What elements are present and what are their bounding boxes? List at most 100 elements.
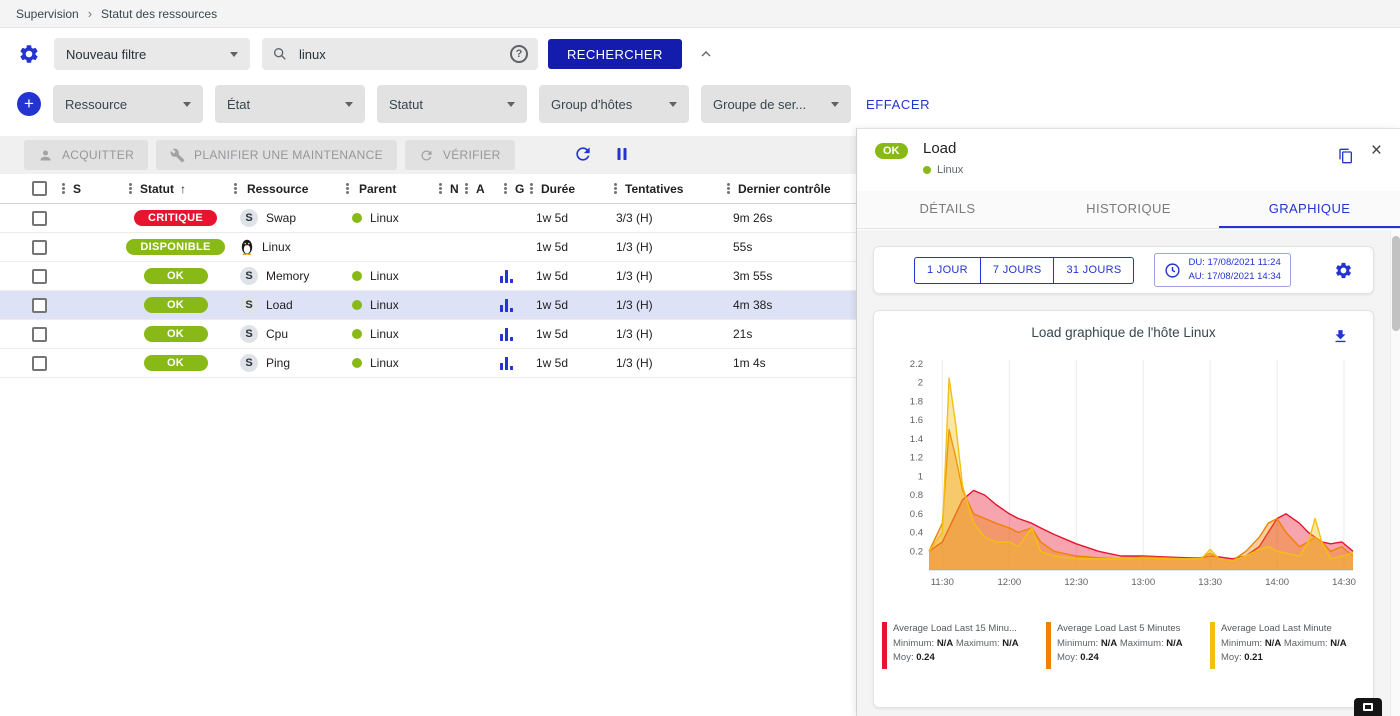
search-box[interactable]: ? xyxy=(262,38,538,70)
fullscreen-icon xyxy=(1363,703,1373,711)
clear-filters-button[interactable]: EFFACER xyxy=(866,97,930,112)
criteria-dropdown-4[interactable]: Groupe de ser... xyxy=(701,85,851,123)
scrollbar-thumb[interactable] xyxy=(1392,236,1400,331)
table-row[interactable]: OKSLoadLinux1w 5d1/3 (H)4m 38s xyxy=(0,291,856,320)
copy-link-button[interactable] xyxy=(1334,144,1358,168)
linux-host-icon xyxy=(240,239,254,255)
column-header-dernier[interactable]: Dernier contrôle xyxy=(721,174,856,203)
breadcrumb-supervision[interactable]: Supervision xyxy=(16,7,79,21)
kebab-icon[interactable] xyxy=(504,187,507,190)
detail-more-button[interactable] xyxy=(1300,147,1316,163)
column-header-ressource[interactable]: Ressource xyxy=(228,174,340,203)
kebab-icon[interactable] xyxy=(530,187,533,190)
legend-item-2[interactable]: Average Load Last MinuteMinimum: N/A Max… xyxy=(1210,622,1369,669)
svg-text:0.6: 0.6 xyxy=(909,509,922,520)
more-actions-button[interactable] xyxy=(535,147,551,163)
criteria-dropdown-2[interactable]: Statut xyxy=(377,85,527,123)
refresh-button[interactable] xyxy=(569,140,597,171)
table-row[interactable]: CRITIQUESSwapLinux1w 5d3/3 (H)9m 26s xyxy=(0,204,856,233)
graph-settings-gear-icon[interactable] xyxy=(1330,257,1357,284)
kebab-icon[interactable] xyxy=(234,187,237,190)
column-header-g[interactable]: G xyxy=(498,174,524,203)
saved-filter-select[interactable]: Nouveau filtre xyxy=(54,38,250,70)
legend-max-label: Maximum: xyxy=(953,638,1002,649)
date-range-picker[interactable]: DU: 17/08/2021 11:24 AU: 17/08/2021 14:3… xyxy=(1154,253,1290,287)
load-chart[interactable]: 11:3012:0012:3013:0013:3014:0014:300.20.… xyxy=(883,350,1365,618)
column-header-a[interactable]: A xyxy=(459,174,498,203)
status-cell: OK xyxy=(123,320,228,348)
pause-autorefresh-button[interactable] xyxy=(609,141,635,170)
kebab-icon[interactable] xyxy=(614,187,617,190)
kebab-icon[interactable] xyxy=(727,187,730,190)
time-range-button-2[interactable]: 31 JOURS xyxy=(1054,257,1134,284)
kebab-icon[interactable] xyxy=(346,187,349,190)
download-icon[interactable] xyxy=(1328,324,1353,349)
kebab-icon[interactable] xyxy=(439,187,442,190)
kebab-icon[interactable] xyxy=(62,187,65,190)
detail-tab-0[interactable]: DÉTAILS xyxy=(857,191,1038,228)
svg-text:14:00: 14:00 xyxy=(1265,577,1289,588)
table-body: CRITIQUESSwapLinux1w 5d3/3 (H)9m 26sDISP… xyxy=(0,204,856,378)
detail-panel: OK Load Linux × DÉTAILSHISTORIQUEGRAPHIQ… xyxy=(857,128,1400,716)
close-panel-button[interactable]: × xyxy=(1365,139,1388,163)
maintenance-button[interactable]: PLANIFIER UNE MAINTENANCE xyxy=(156,140,397,170)
time-range-button-1[interactable]: 7 JOURS xyxy=(981,257,1055,284)
table-row[interactable]: OKSCpuLinux1w 5d1/3 (H)21s xyxy=(0,320,856,349)
search-button[interactable]: RECHERCHER xyxy=(548,39,682,69)
svg-text:0.4: 0.4 xyxy=(909,528,922,539)
status-badge: OK xyxy=(144,297,208,313)
add-criteria-button[interactable]: + xyxy=(17,92,41,116)
row-checkbox[interactable] xyxy=(32,356,47,371)
detail-tabs: DÉTAILSHISTORIQUEGRAPHIQUE xyxy=(857,191,1400,229)
caret-down-icon xyxy=(669,102,677,107)
severity-cell xyxy=(56,291,123,319)
table-row[interactable]: OKSPingLinux1w 5d1/3 (H)1m 4s xyxy=(0,349,856,378)
svg-text:1: 1 xyxy=(917,471,922,482)
status-badge: OK xyxy=(144,355,208,371)
column-header-tent[interactable]: Tentatives xyxy=(608,174,721,203)
collapse-filters-chevron-icon[interactable] xyxy=(696,44,716,64)
search-input[interactable] xyxy=(297,46,501,63)
acknowledge-button[interactable]: ACQUITTER xyxy=(24,140,148,170)
detail-tab-2[interactable]: GRAPHIQUE xyxy=(1219,191,1400,228)
column-header-n[interactable]: N xyxy=(433,174,459,203)
table-row[interactable]: OKSMemoryLinux1w 5d1/3 (H)3m 55s xyxy=(0,262,856,291)
ack-cell xyxy=(459,204,498,232)
graph-icon[interactable] xyxy=(500,357,513,370)
help-icon[interactable]: ? xyxy=(510,45,528,63)
column-header-s[interactable]: S xyxy=(56,174,123,203)
graph-icon[interactable] xyxy=(500,328,513,341)
row-checkbox[interactable] xyxy=(32,327,47,342)
resource-cell: SPing xyxy=(228,349,340,377)
column-header-duree[interactable]: Durée xyxy=(524,174,608,203)
kebab-icon[interactable] xyxy=(129,187,132,190)
row-checkbox[interactable] xyxy=(32,298,47,313)
column-header-parent[interactable]: Parent xyxy=(340,174,433,203)
table-row[interactable]: DISPONIBLELinux1w 5d1/3 (H)55s xyxy=(0,233,856,262)
row-checkbox[interactable] xyxy=(32,240,47,255)
check-button[interactable]: VÉRIFIER xyxy=(405,140,515,170)
graph-icon[interactable] xyxy=(500,270,513,283)
legend-item-1[interactable]: Average Load Last 5 MinutesMinimum: N/A … xyxy=(1046,622,1205,669)
detail-tab-1[interactable]: HISTORIQUE xyxy=(1038,191,1219,228)
notification-cell xyxy=(433,204,459,232)
caret-down-icon xyxy=(183,102,191,107)
parent-cell: Linux xyxy=(340,349,433,377)
row-checkbox[interactable] xyxy=(32,211,47,226)
criteria-dropdown-1[interactable]: État xyxy=(215,85,365,123)
row-checkbox[interactable] xyxy=(32,269,47,284)
criteria-dropdown-3[interactable]: Group d'hôtes xyxy=(539,85,689,123)
service-icon: S xyxy=(240,296,258,314)
fullscreen-button[interactable] xyxy=(1354,698,1382,716)
legend-item-0[interactable]: Average Load Last 15 Minu...Minimum: N/A… xyxy=(882,622,1041,669)
select-all-checkbox[interactable] xyxy=(32,181,47,196)
tries-cell: 1/3 (H) xyxy=(608,320,721,348)
graph-icon[interactable] xyxy=(500,299,513,312)
column-header-statut[interactable]: Statut↑ xyxy=(123,174,228,203)
host-status-dot xyxy=(352,213,362,223)
filters-gear-icon[interactable] xyxy=(16,41,42,67)
last-check-cell: 21s xyxy=(721,320,856,348)
time-range-button-0[interactable]: 1 JOUR xyxy=(914,257,981,284)
kebab-icon[interactable] xyxy=(465,187,468,190)
criteria-dropdown-0[interactable]: Ressource xyxy=(53,85,203,123)
